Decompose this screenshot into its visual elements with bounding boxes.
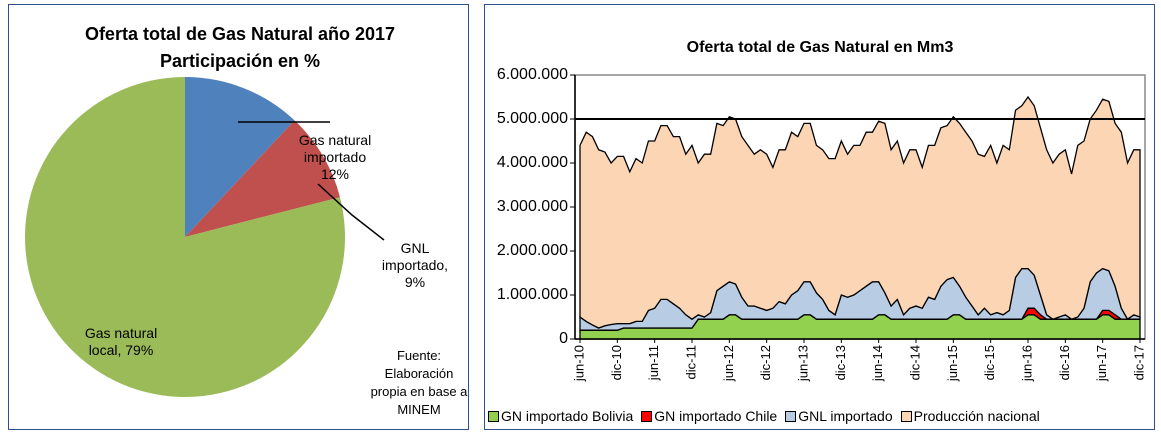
category: GNL importado, [381, 240, 449, 273]
legend-item: GN importado Chile [641, 408, 777, 424]
legend-item: Producción nacional [900, 408, 1040, 424]
pie-label: Gas natural importado 12% [280, 132, 390, 183]
y-tick-label: 3.000.000 [497, 198, 568, 215]
x-tick-label: jun-10 [571, 345, 586, 382]
left-panel [8, 4, 469, 430]
x-tick-label: jun-16 [1019, 345, 1034, 382]
legend-swatch [641, 410, 653, 422]
y-tick-label: 2.000.000 [497, 242, 568, 259]
area [579, 95, 1141, 329]
y-tick-label: 5.000.000 [497, 110, 568, 127]
x-tick-label: dic-13 [833, 345, 848, 380]
x-tick-label: dic-16 [1057, 345, 1072, 380]
pie-title: Oferta total de Gas Natural año 2017 [85, 24, 395, 44]
area-chart: 0 1.000.000 2.000.000 3.000.000 4.000.000 5.0… [497, 66, 1147, 382]
pie [24, 77, 345, 397]
x-tick-label: jun-15 [945, 345, 960, 382]
x-tick-label: dic-11 [683, 345, 698, 379]
legend-swatch [785, 410, 797, 422]
right-panel [484, 4, 1155, 430]
y-tick-label: 6.000.000 [497, 66, 568, 83]
source-note: Fuente: Elaboración propia en base a MIN… [370, 348, 468, 417]
pie-label: GNL importado, 9% [375, 240, 455, 291]
x-tick-label: dic-10 [609, 345, 624, 380]
legend-label: Producción nacional [913, 408, 1040, 424]
pie-slice [24, 77, 345, 397]
x-tick-label: dic-15 [982, 345, 997, 380]
category: Gas natural local, [84, 325, 158, 358]
x-tick-label: jun-12 [721, 345, 736, 382]
x-tick-label: jun-11 [646, 345, 661, 381]
x-tick-label: dic-12 [758, 345, 773, 380]
x-tick-label: dic-14 [907, 345, 922, 380]
x-tick-label: jun-17 [1094, 345, 1109, 382]
x-tick-label: jun-14 [870, 345, 885, 382]
value-label: 12% [320, 166, 350, 182]
legend-label: GNL importado [798, 408, 893, 424]
y-tick-label: 0 [559, 330, 568, 347]
legend-item: GNL importado [785, 408, 893, 424]
y-tick-label: 1.000.000 [497, 286, 568, 303]
category: Gas natural importado [298, 132, 372, 165]
legend-label: GN importado Chile [654, 408, 778, 424]
legend-label: GN importado Bolivia [501, 408, 634, 424]
pie-slice [185, 77, 295, 237]
pie-label: Gas natural local, 79% [84, 325, 158, 359]
x-tick-label: jun-13 [795, 345, 810, 382]
value-label: 79% [125, 342, 154, 358]
y-tick-label: 4.000.000 [497, 154, 568, 171]
legend-swatch [900, 410, 912, 422]
pie-subtitle: Participación en % [160, 51, 320, 71]
legend-item: GN importado Bolivia [488, 408, 633, 424]
value-label: 9% [404, 274, 426, 290]
area-title: Oferta total de Gas Natural en Mm3 [687, 39, 954, 56]
leader-line [317, 183, 385, 241]
legend: GN importado Bolivia GN importado Chile GN… [488, 408, 1040, 424]
legend-swatch [488, 410, 499, 422]
pie-slice [185, 120, 340, 237]
x-tick-label: dic-17 [1131, 345, 1146, 380]
